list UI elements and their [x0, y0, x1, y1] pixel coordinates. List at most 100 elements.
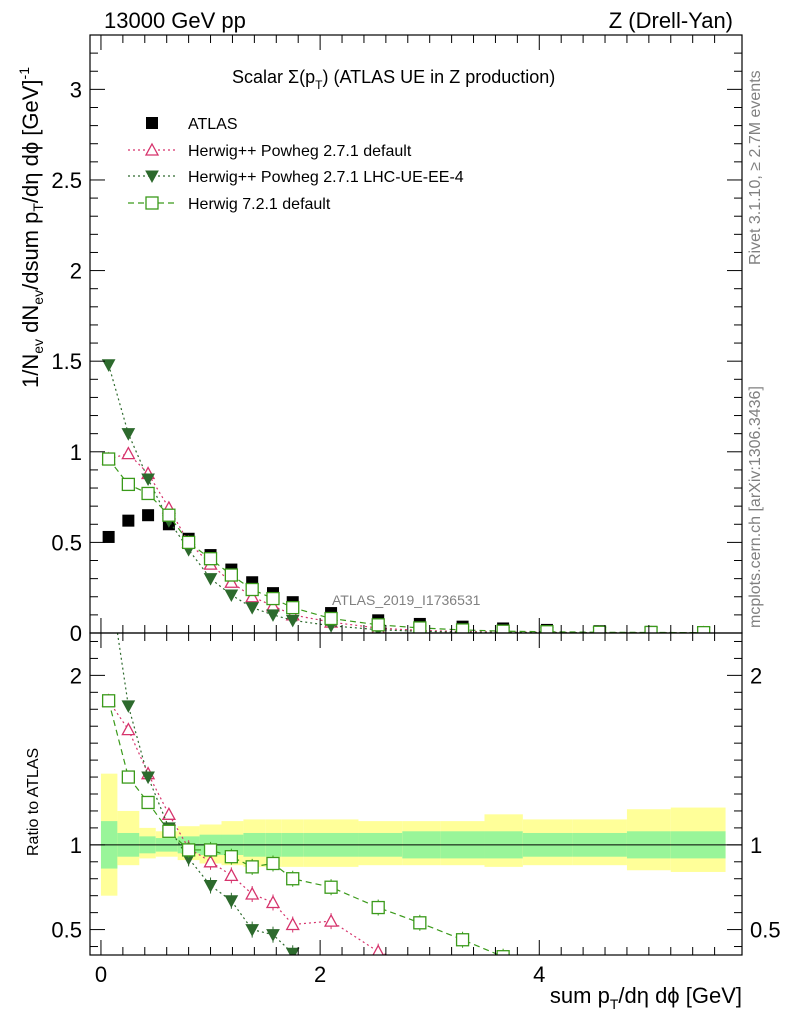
ratio-tick-label-right: 1 — [750, 833, 762, 858]
data-point-herwig-powheg-2-7-1-lhc-ue-ee-4 — [266, 609, 280, 622]
plot-title-main: Scalar Σ(p — [232, 67, 315, 87]
ratio-point-herwig-powheg-2-7-1-default — [224, 867, 239, 881]
ratio-point-herwig-powheg-2-7-1-lhc-ue-ee-4 — [285, 947, 300, 955]
ratio-point-herwig-powheg-2-7-1-default — [161, 806, 176, 820]
legend-item-powheg-ue: Herwig++ Powheg 2.7.1 LHC-UE-EE-4 — [128, 169, 464, 186]
ratio-point-herwig-7-2-1-default — [121, 770, 136, 784]
data-point-herwig-powheg-2-7-1-lhc-ue-ee-4 — [224, 589, 239, 602]
ratio-point-herwig-7-2-1-default — [101, 694, 116, 708]
main-panel: 0 0.5 1 1.5 2 2.5 3 Scalar Σ(pT) (ATLAS UE in … — [51, 34, 743, 646]
legend-item-powheg-default: Herwig++ Powheg 2.7.1 default — [128, 142, 412, 160]
plot-title-tail: ) (ATLAS UE in Z production) — [323, 67, 556, 87]
ratio-point-herwig-powheg-2-7-1-default — [245, 886, 260, 900]
data-point-herwig-7-2-1-default — [203, 552, 218, 566]
data-point-herwig-7-2-1-default — [141, 486, 155, 501]
y-title-sub2: ev — [30, 290, 46, 305]
data-point-herwig-7-2-1-default — [413, 621, 427, 633]
ratio-tick-label-right: 2 — [750, 663, 762, 688]
legend-label-powheg-ue: Herwig++ Powheg 2.7.1 LHC-UE-EE-4 — [188, 169, 464, 186]
ratio-axes: 0 2 4 0.5 0.5 1 1 2 2 — [51, 633, 781, 987]
data-point-herwig-7-2-1-default — [121, 477, 136, 492]
ratio-point-herwig-7-2-1-default — [181, 843, 196, 857]
data-point-herwig-7-2-1-default — [540, 625, 554, 633]
ratio-point-herwig-powheg-2-7-1-lhc-ue-ee-4 — [325, 958, 337, 969]
data-point-herwig-7-2-1-default — [496, 624, 510, 633]
legend-marker-powheg-ue — [145, 170, 159, 184]
data-point-herwig-7-2-1-default — [101, 452, 116, 466]
legend-marker-herwig7 — [145, 196, 159, 210]
ratio-point-herwig-powheg-2-7-1-default — [121, 722, 136, 736]
ratio-point-herwig-7-2-1-default — [203, 843, 218, 857]
data-point-atlas — [142, 509, 155, 522]
y-title-sup: -1 — [16, 67, 32, 80]
legend-label-atlas: ATLAS — [188, 116, 238, 133]
rivet-version-label: Rivet 3.1.10, ≥ 2.7M events — [747, 70, 764, 265]
ratio-point-herwig-7-2-1-default — [371, 900, 385, 915]
ratio-point-herwig-powheg-2-7-1-default — [372, 944, 385, 955]
data-point-herwig-powheg-2-7-1-lhc-ue-ee-4 — [101, 359, 116, 372]
data-point-herwig-7-2-1-default — [245, 582, 259, 597]
ratio-point-herwig-powheg-2-7-1-lhc-ue-ee-4 — [141, 771, 155, 785]
ratio-point-herwig-powheg-2-7-1-lhc-ue-ee-4 — [266, 929, 280, 942]
ratio-panel-frame — [89, 632, 743, 956]
data-point-herwig-powheg-2-7-1-lhc-ue-ee-4 — [141, 473, 155, 487]
ratio-point-herwig-powheg-2-7-1-lhc-ue-ee-4 — [203, 880, 218, 893]
legend-item-atlas: ATLAS — [146, 116, 238, 133]
header-left: 13000 GeV pp — [104, 8, 246, 33]
plot-title-sub: T — [315, 78, 323, 92]
y-tick-label: 0 — [70, 621, 82, 646]
ratio-tick-label-right: 0.5 — [750, 918, 781, 943]
data-point-herwig-7-2-1-default — [324, 611, 338, 626]
ratio-tick-label: 0.5 — [51, 918, 82, 943]
x-title-a: sum p — [550, 983, 610, 1008]
data-point-herwig-powheg-2-7-1-default — [245, 589, 260, 603]
ratio-point-herwig-powheg-2-7-1-default — [203, 854, 218, 868]
data-point-herwig-7-2-1-default — [286, 600, 300, 615]
ratio-point-herwig-powheg-2-7-1-default — [323, 913, 339, 927]
ratio-point-herwig-7-2-1-default — [245, 860, 259, 874]
ratio-point-herwig-7-2-1-default — [324, 880, 338, 894]
ratio-point-herwig-powheg-2-7-1-default — [265, 895, 281, 909]
data-point-atlas — [102, 530, 115, 543]
plot-title: Scalar Σ(pT) (ATLAS UE in Z production) — [232, 67, 555, 92]
x-axis-title: sum pT/dη dϕ [GeV] — [550, 983, 742, 1012]
x-title-sub: T — [610, 996, 619, 1012]
y-title-c: /dsum p — [18, 212, 43, 290]
ratio-point-herwig-powheg-2-7-1-lhc-ue-ee-4 — [245, 924, 260, 937]
ratio-point-herwig-7-2-1-default — [496, 950, 510, 955]
y-tick-label: 2 — [70, 259, 82, 284]
y-axis-title: 1/Nev dNev/dsum pT/dη dϕ [GeV]-1 — [16, 67, 46, 388]
legend-label-herwig7: Herwig 7.2.1 default — [188, 196, 331, 213]
y-title-sub3: T — [30, 203, 46, 212]
main-panel-background — [90, 35, 742, 633]
ratio-panel: 0 2 4 0.5 0.5 1 1 2 2 — [51, 632, 781, 987]
data-point-herwig-7-2-1-default — [224, 568, 239, 582]
ratio-point-herwig-7-2-1-default — [413, 916, 427, 930]
x-title-b: /dη dϕ [GeV] — [618, 983, 742, 1008]
data-point-herwig-7-2-1-default — [592, 625, 607, 633]
y-title-b: dN — [18, 305, 43, 339]
ratio-point-herwig-7-2-1-default — [162, 824, 176, 838]
ratio-data-layer — [101, 633, 510, 969]
y-tick-label: 0.5 — [51, 530, 82, 555]
legend-marker-powheg-default — [144, 142, 160, 156]
x-tick-label: 2 — [314, 962, 326, 987]
y-tick-label: 2.5 — [51, 168, 82, 193]
ratio-point-herwig-powheg-2-7-1-default — [285, 917, 300, 931]
data-point-herwig-powheg-2-7-1-lhc-ue-ee-4 — [121, 428, 136, 441]
data-point-herwig-7-2-1-default — [181, 535, 196, 550]
data-point-herwig-powheg-2-7-1-lhc-ue-ee-4 — [203, 573, 218, 586]
y-tick-label: 3 — [70, 77, 82, 102]
ratio-bands — [90, 773, 742, 896]
data-point-herwig-7-2-1-default — [371, 618, 385, 632]
data-point-herwig-7-2-1-default — [162, 508, 176, 522]
y-tick-label: 1 — [70, 440, 82, 465]
data-point-herwig-7-2-1-default — [455, 623, 470, 633]
ratio-point-herwig-7-2-1-default — [266, 856, 280, 871]
data-point-atlas — [122, 514, 135, 527]
y-title-d: /dη dϕ [GeV] — [18, 79, 43, 203]
ratio-tick-label: 1 — [70, 833, 82, 858]
ratio-y-axis-title: Ratio to ATLAS — [25, 748, 42, 856]
mcplots-label: mcplots.cern.ch [arXiv:1306.3436] — [747, 386, 764, 628]
data-point-herwig-powheg-2-7-1-lhc-ue-ee-4 — [285, 614, 300, 628]
